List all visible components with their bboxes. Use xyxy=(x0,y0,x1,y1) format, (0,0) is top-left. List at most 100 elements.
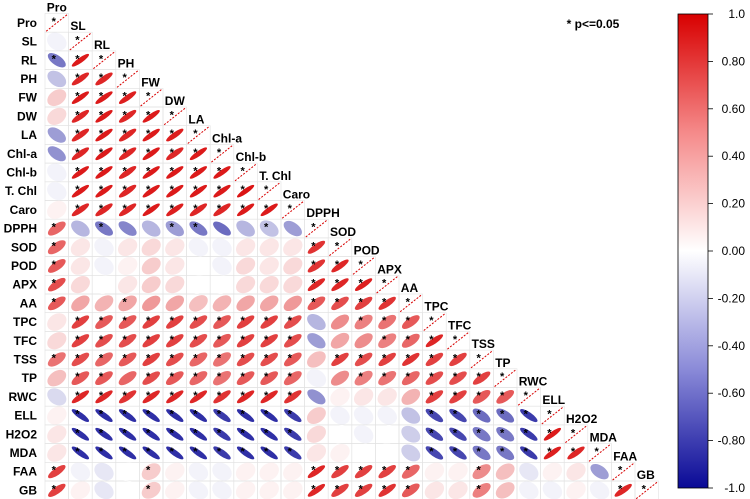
cell-21-15 xyxy=(401,407,421,424)
correlation-ellipse xyxy=(166,390,184,404)
grid-cell xyxy=(304,218,329,239)
cell-19-19: * xyxy=(494,369,517,387)
cell-25-23 xyxy=(589,481,610,499)
cell-10-0 xyxy=(47,200,67,219)
correlation-ellipse xyxy=(142,371,160,385)
cell-15-14: * xyxy=(378,296,396,310)
cell-22-18: * xyxy=(472,427,491,442)
cell-3-0 xyxy=(47,70,67,88)
correlation-ellipse xyxy=(331,465,349,479)
correlation-ellipse xyxy=(165,257,185,275)
significance-star: * xyxy=(193,222,198,234)
cell-20-17: * xyxy=(449,390,467,404)
col-label-19: TP xyxy=(495,356,510,370)
significance-star: * xyxy=(122,91,127,103)
correlation-ellipse xyxy=(47,146,66,162)
cell-7-5: * xyxy=(166,147,184,161)
correlation-ellipse xyxy=(71,334,90,348)
significance-star: * xyxy=(217,203,222,215)
significance-star: * xyxy=(335,465,340,477)
cell-18-18: * xyxy=(470,350,493,369)
cell-24-23 xyxy=(590,463,609,480)
cell-13-5 xyxy=(165,257,185,275)
cell-12-7 xyxy=(212,238,232,257)
correlation-ellipse xyxy=(543,427,562,441)
cell-11-2: * xyxy=(95,221,113,236)
significance-star: * xyxy=(146,128,151,140)
correlation-ellipse xyxy=(70,257,91,275)
significance-star: * xyxy=(217,427,222,439)
cell-16-3: * xyxy=(118,315,137,329)
significance-star: * xyxy=(358,278,363,290)
significance-star: * xyxy=(122,334,127,346)
correlation-ellipse xyxy=(71,203,90,217)
significance-star: * xyxy=(75,147,80,159)
row-label-10: Caro xyxy=(10,203,37,217)
row-label-15: AA xyxy=(20,296,38,310)
cell-12-0: * xyxy=(47,240,66,255)
col-label-16: TPC xyxy=(424,300,448,314)
significance-star: * xyxy=(240,334,245,346)
cell-21-1: * xyxy=(71,409,90,422)
significance-star: * xyxy=(122,352,127,364)
cell-20-3: * xyxy=(118,390,137,404)
correlation-ellipse xyxy=(166,147,184,161)
cell-13-8 xyxy=(236,257,256,275)
significance-star: * xyxy=(240,371,245,383)
cell-20-7: * xyxy=(213,390,231,404)
correlation-ellipse xyxy=(118,221,137,236)
colorbar-tick-label: -0.60 xyxy=(718,386,746,400)
cell-8-2: * xyxy=(95,165,113,179)
correlation-ellipse xyxy=(142,184,160,198)
cell-5-3: * xyxy=(118,109,137,123)
correlation-ellipse xyxy=(95,315,113,329)
correlation-ellipse xyxy=(213,221,231,236)
cell-25-7 xyxy=(212,481,232,499)
cell-23-16: * xyxy=(425,446,444,460)
cell-13-9 xyxy=(259,257,279,275)
cell-20-18: * xyxy=(472,390,491,404)
cell-9-9: * xyxy=(258,182,281,200)
significance-star: * xyxy=(75,203,80,215)
correlation-ellipse xyxy=(47,221,66,236)
correlation-ellipse xyxy=(402,352,420,366)
significance-star: * xyxy=(146,446,151,458)
grid-cell xyxy=(469,349,494,370)
cell-16-6: * xyxy=(189,315,208,329)
row-label-21: ELL xyxy=(14,409,37,423)
row-label-1: SL xyxy=(22,35,37,49)
significance-star: * xyxy=(429,371,434,383)
cell-0-0: * xyxy=(45,14,68,32)
row-label-23: MDA xyxy=(10,446,38,460)
cell-25-15: * xyxy=(401,483,420,498)
cell-9-6: * xyxy=(189,184,208,198)
correlation-ellipse xyxy=(117,275,138,294)
significance-star: * xyxy=(264,409,269,421)
correlation-ellipse xyxy=(165,462,185,481)
significance-star: * xyxy=(99,165,104,177)
cell-13-11: * xyxy=(307,259,326,273)
correlation-ellipse xyxy=(307,389,326,405)
significance-star: * xyxy=(217,334,222,346)
significance-star: * xyxy=(547,446,552,458)
cell-14-6 xyxy=(188,275,209,294)
correlation-ellipse xyxy=(236,184,255,198)
cell-18-5: * xyxy=(166,352,184,367)
significance-star: * xyxy=(193,165,198,177)
correlation-ellipse xyxy=(401,371,420,386)
colorbar-tick-label: -0.20 xyxy=(718,291,746,305)
correlation-ellipse xyxy=(519,462,539,481)
correlation-ellipse xyxy=(95,371,113,386)
significance-star: * xyxy=(288,334,293,346)
significance-star: * xyxy=(382,352,387,364)
correlation-ellipse xyxy=(189,352,208,367)
cell-10-1: * xyxy=(71,203,90,217)
significance-star: * xyxy=(288,352,293,364)
significance-star: * xyxy=(524,446,529,458)
significance-star: * xyxy=(146,390,151,402)
significance-star: * xyxy=(406,371,411,383)
cell-16-7: * xyxy=(213,315,231,329)
significance-star: * xyxy=(75,128,80,140)
correlation-ellipse xyxy=(71,109,90,123)
significance-star: * xyxy=(547,409,552,421)
